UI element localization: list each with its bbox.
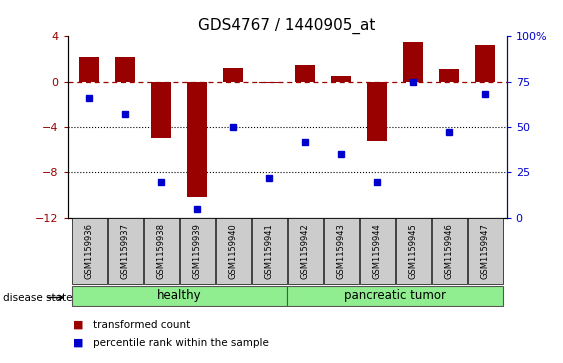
FancyBboxPatch shape — [180, 219, 215, 284]
Title: GDS4767 / 1440905_at: GDS4767 / 1440905_at — [198, 17, 376, 33]
Bar — [439, 69, 459, 82]
Text: ■: ■ — [73, 320, 84, 330]
FancyBboxPatch shape — [287, 286, 503, 306]
FancyBboxPatch shape — [432, 219, 467, 284]
FancyBboxPatch shape — [252, 219, 287, 284]
Bar — [295, 65, 315, 82]
Text: disease state: disease state — [3, 293, 72, 303]
Bar — [331, 76, 351, 82]
Bar — [187, 82, 207, 197]
FancyBboxPatch shape — [72, 219, 106, 284]
Text: percentile rank within the sample: percentile rank within the sample — [93, 338, 269, 348]
Bar — [367, 82, 387, 140]
FancyBboxPatch shape — [144, 219, 178, 284]
FancyBboxPatch shape — [288, 219, 323, 284]
Bar — [115, 57, 135, 82]
Text: GSM1159943: GSM1159943 — [337, 224, 346, 279]
FancyBboxPatch shape — [324, 219, 359, 284]
FancyBboxPatch shape — [360, 219, 395, 284]
Text: GSM1159946: GSM1159946 — [445, 224, 454, 279]
Text: transformed count: transformed count — [93, 320, 190, 330]
Bar — [475, 45, 495, 82]
Text: healthy: healthy — [157, 289, 202, 302]
FancyBboxPatch shape — [108, 219, 142, 284]
FancyBboxPatch shape — [396, 219, 431, 284]
Text: GSM1159947: GSM1159947 — [481, 224, 490, 279]
Text: GSM1159939: GSM1159939 — [193, 224, 202, 279]
Text: GSM1159941: GSM1159941 — [265, 224, 274, 279]
FancyBboxPatch shape — [468, 219, 503, 284]
Bar — [403, 42, 423, 82]
Text: pancreatic tumor: pancreatic tumor — [344, 289, 446, 302]
Text: GSM1159937: GSM1159937 — [120, 223, 129, 280]
Bar — [79, 57, 99, 82]
Text: GSM1159940: GSM1159940 — [229, 224, 238, 279]
Text: ■: ■ — [73, 338, 84, 348]
FancyBboxPatch shape — [216, 219, 251, 284]
Text: GSM1159944: GSM1159944 — [373, 224, 382, 279]
Bar — [259, 82, 279, 83]
Text: GSM1159938: GSM1159938 — [157, 223, 166, 280]
Bar — [224, 68, 243, 82]
Bar — [151, 82, 171, 138]
Text: GSM1159942: GSM1159942 — [301, 224, 310, 279]
Text: GSM1159945: GSM1159945 — [409, 224, 418, 279]
FancyBboxPatch shape — [72, 286, 287, 306]
Text: GSM1159936: GSM1159936 — [84, 223, 93, 280]
